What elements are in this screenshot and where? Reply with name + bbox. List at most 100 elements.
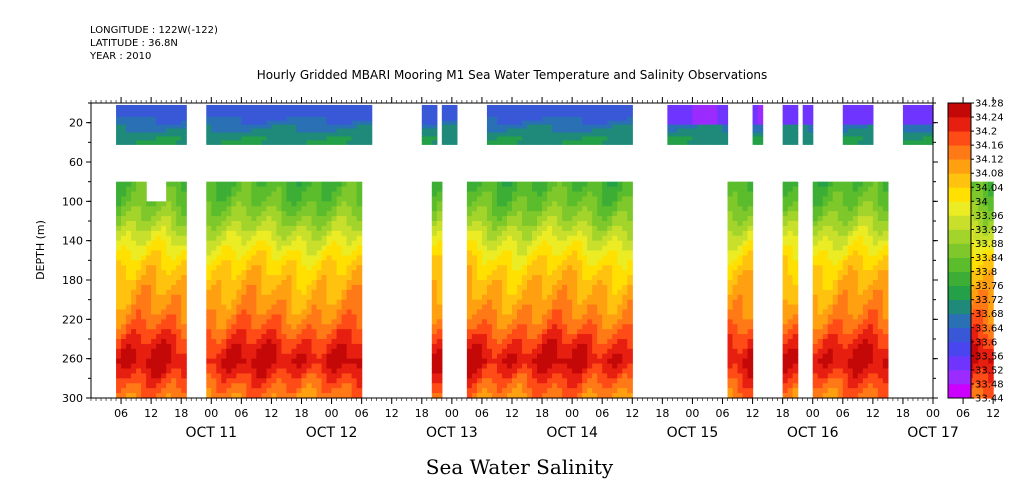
heat-cell — [501, 388, 508, 394]
heat-cell — [251, 136, 257, 141]
heat-cell — [321, 116, 328, 122]
heat-cell — [732, 329, 739, 335]
heat-cell — [271, 225, 278, 232]
heat-cell — [351, 368, 358, 375]
heat-cell — [917, 140, 924, 145]
heat-cell — [256, 373, 263, 379]
heat-cell — [311, 225, 318, 232]
heat-cell — [296, 120, 303, 126]
heat-cell — [306, 388, 313, 394]
heat-cell — [306, 124, 313, 130]
heat-cell — [356, 383, 363, 389]
heat-cell — [486, 358, 493, 365]
heat-cell — [537, 353, 543, 360]
heat-cell — [316, 275, 323, 281]
heat-cell — [481, 211, 488, 217]
heat-cell — [131, 136, 137, 141]
heat-cell — [341, 294, 348, 301]
heat-cell — [471, 230, 478, 237]
heat-cell — [787, 132, 794, 138]
heat-cell — [692, 128, 699, 134]
heat-cell — [356, 104, 363, 110]
heat-cell — [612, 108, 618, 114]
heat-cell — [156, 250, 162, 257]
heat-cell — [542, 245, 548, 252]
heat-cell — [431, 294, 438, 301]
heat-cell — [316, 250, 323, 257]
heat-cell — [532, 280, 538, 286]
heat-cell — [607, 112, 613, 118]
heat-cell — [572, 245, 578, 252]
heat-cell — [141, 124, 147, 130]
heat-cell — [862, 136, 869, 141]
heat-cell — [181, 284, 187, 291]
heat-cell — [466, 206, 473, 212]
heat-cell — [727, 230, 734, 237]
heat-cell — [181, 275, 187, 281]
heat-cell — [251, 196, 257, 202]
heat-cell — [577, 181, 583, 188]
heat-cell — [161, 314, 167, 320]
heat-cell — [151, 116, 157, 122]
heat-cell — [136, 250, 142, 257]
heat-cell — [592, 329, 598, 335]
heat-cell — [216, 304, 222, 311]
heat-cell — [166, 128, 172, 134]
heat-cell — [266, 250, 273, 257]
heat-cell — [572, 186, 578, 193]
heat-cell — [517, 124, 523, 130]
heat-cell — [211, 314, 217, 320]
heat-cell — [476, 334, 483, 340]
heat-cell — [782, 334, 789, 340]
heat-cell — [341, 343, 348, 350]
heat-cell — [206, 206, 212, 212]
heat-cell — [517, 104, 523, 110]
heat-cell — [266, 314, 273, 320]
heat-cell — [907, 112, 914, 118]
heat-cell — [627, 299, 633, 306]
heat-cell — [166, 373, 172, 379]
heat-cell — [491, 289, 498, 296]
heat-cell — [552, 128, 558, 134]
heat-cell — [617, 309, 623, 316]
heat-cell — [587, 235, 593, 242]
heat-cell — [301, 221, 308, 227]
heat-cell — [582, 235, 588, 242]
heat-cell — [271, 255, 278, 261]
heat-cell — [326, 334, 333, 340]
heat-cell — [617, 284, 623, 291]
heat-cell — [206, 124, 212, 130]
heat-cell — [792, 186, 799, 193]
heat-cell — [927, 112, 934, 118]
heat-cell — [607, 373, 613, 379]
heat-cell — [236, 116, 242, 122]
heat-cell — [742, 181, 749, 188]
heat-cell — [471, 201, 478, 207]
heat-cell — [216, 250, 222, 257]
heat-cell — [211, 260, 217, 266]
heat-cell — [281, 339, 288, 345]
heat-cell — [126, 140, 132, 145]
heat-cell — [722, 140, 729, 145]
heat-cell — [356, 216, 363, 222]
heat-cell — [341, 201, 348, 207]
heat-cell — [602, 196, 608, 202]
heat-cell — [286, 206, 293, 212]
heat-cell — [136, 299, 142, 306]
heat-cell — [627, 309, 633, 316]
heat-cell — [251, 112, 257, 118]
heat-cell — [121, 388, 127, 394]
heat-cell — [316, 230, 323, 237]
heat-cell — [577, 211, 583, 217]
heat-cell — [301, 235, 308, 242]
heat-cell — [532, 255, 538, 261]
heat-cell — [552, 319, 558, 325]
heat-cell — [231, 136, 237, 141]
heat-cell — [121, 299, 127, 306]
heat-cell — [271, 339, 278, 345]
heat-cell — [627, 314, 633, 320]
heat-cell — [216, 334, 222, 340]
heat-cell — [271, 112, 278, 118]
heat-cell — [176, 245, 182, 252]
heat-cell — [512, 211, 518, 217]
